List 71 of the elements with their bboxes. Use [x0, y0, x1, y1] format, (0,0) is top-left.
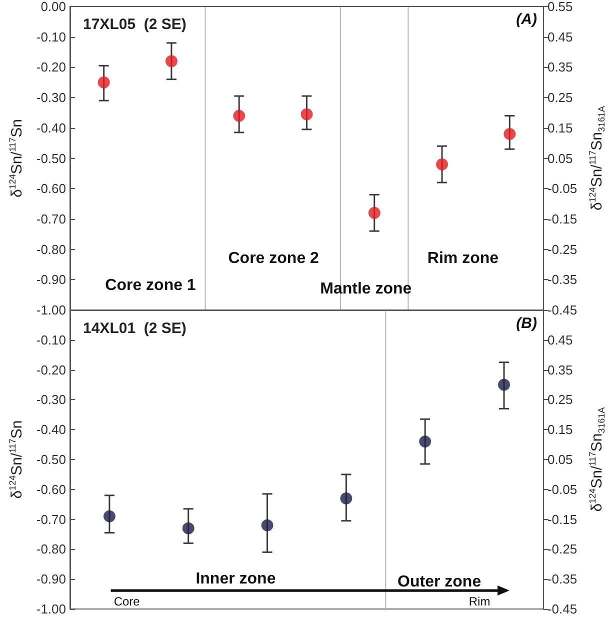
y-tick-label: -0.40 — [36, 422, 66, 438]
y-tick-label: -0.30 — [36, 392, 66, 408]
y-tick-label: -1.00 — [36, 302, 66, 318]
annotation: Outer zone — [398, 574, 482, 591]
y-tick-label: -0.70 — [36, 512, 66, 527]
y2-tick-label: -0.15 — [547, 211, 578, 226]
y-axis-title: δ124Sn/117Sn — [8, 420, 26, 499]
y2-tick-label: 0.25 — [547, 392, 573, 408]
y-tick-label: -0.90 — [36, 272, 66, 288]
point — [182, 522, 194, 534]
y2-tick-label: 0.35 — [547, 362, 573, 378]
annotation: Rim zone — [427, 250, 499, 267]
y-tick-label: -0.20 — [36, 60, 66, 75]
annotation: Core zone 2 — [228, 250, 320, 267]
point — [103, 510, 116, 522]
y2-tick-label: 0.25 — [547, 90, 573, 106]
y-tick-label: -0.40 — [36, 120, 66, 136]
y2-tick-label: -0.15 — [547, 512, 578, 527]
text: 17XL05 (2 SE) — [83, 16, 186, 33]
annotation: Inner zone — [196, 570, 276, 588]
y2-tick-label: -0.45 — [547, 602, 578, 616]
y2-tick-label: 0.15 — [547, 120, 573, 136]
y2-tick-label: 0.05 — [547, 452, 573, 467]
y-tick-label: -0.80 — [36, 542, 66, 557]
y2-tick-label: 0.35 — [547, 60, 573, 75]
y-tick-label: -0.60 — [36, 482, 66, 497]
y2-tick-label: 0.55 — [547, 0, 573, 14]
point — [165, 55, 178, 68]
point — [419, 436, 432, 448]
y-tick-label: -0.50 — [36, 452, 66, 467]
annotation: Core zone 1 — [105, 277, 196, 294]
y-tick-label: -0.10 — [36, 332, 66, 348]
y-tick-label: -0.10 — [36, 29, 66, 44]
y-tick-label: -0.60 — [36, 181, 66, 196]
y2-tick-label: -0.35 — [547, 272, 578, 288]
y-tick-label: -0.70 — [36, 211, 66, 226]
point — [261, 519, 274, 532]
point — [504, 128, 516, 140]
y-tick-label: -0.30 — [36, 90, 66, 106]
point — [233, 110, 246, 122]
y2-tick-label: -0.25 — [547, 542, 578, 557]
y2-tick-label: 0.05 — [547, 150, 573, 166]
annotation: Mantle zone — [320, 280, 412, 298]
point — [300, 108, 313, 120]
y2-tick-label: -0.05 — [547, 181, 578, 196]
text: 14XL01 (2 SE) — [83, 320, 186, 337]
y2-tick-label: 0.45 — [547, 332, 573, 348]
y-axis-title: δ124Sn/117Sn — [8, 118, 26, 198]
y2-tick-label: 0.45 — [547, 29, 573, 44]
y2-axis-title: δ124Sn/117Sn3161A — [588, 106, 606, 211]
y2-tick-label: -0.45 — [547, 302, 578, 318]
point — [498, 378, 510, 391]
y-tick-label: -1.00 — [36, 602, 66, 616]
annotation: (A) — [516, 11, 538, 28]
y2-axis-title: δ124Sn/117Sn3161A — [588, 407, 606, 512]
point — [436, 158, 448, 170]
y2-tick-label: 0.15 — [547, 422, 573, 438]
y-tick-label: -0.50 — [36, 150, 66, 166]
y2-tick-label: -0.05 — [547, 482, 578, 497]
annotation: (B) — [516, 315, 538, 332]
y-tick-label: -0.90 — [36, 572, 66, 587]
point — [368, 206, 380, 219]
annotation: Rim — [468, 594, 490, 609]
y-tick-label: -0.20 — [36, 362, 66, 378]
y-tick-label: -0.80 — [36, 242, 66, 257]
y2-tick-label: -0.35 — [547, 572, 578, 587]
point — [98, 76, 110, 88]
point — [340, 492, 352, 504]
y2-tick-label: -0.25 — [547, 242, 578, 257]
annotation: Core — [114, 594, 140, 609]
y-tick-label: 0.00 — [40, 0, 66, 14]
